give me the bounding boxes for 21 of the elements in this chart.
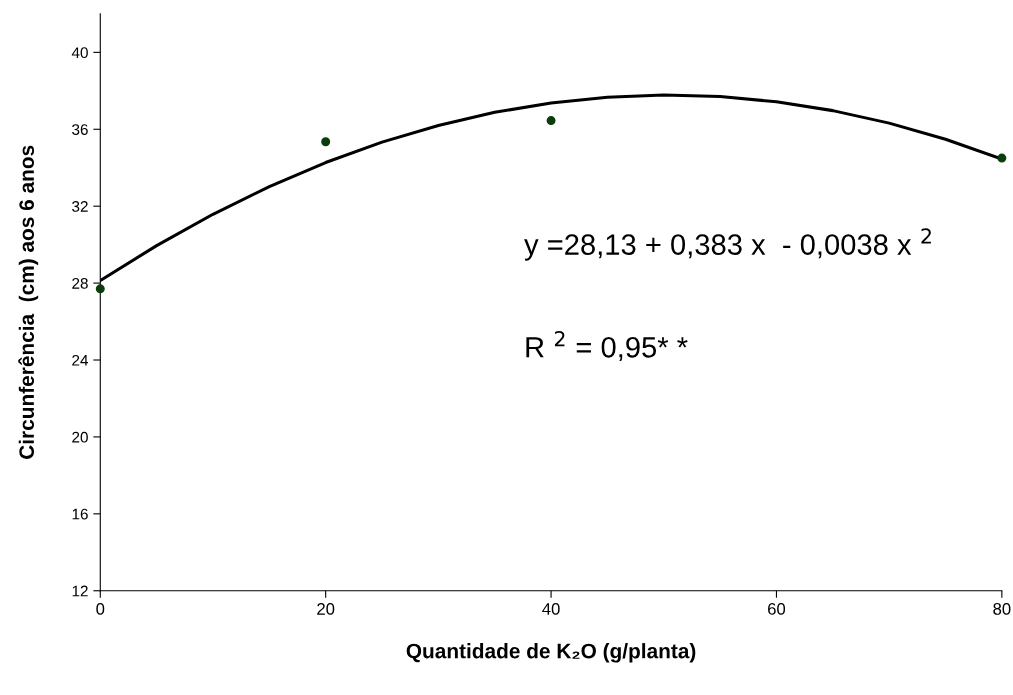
point [997, 153, 1007, 163]
y-tick-label: 24 [72, 354, 89, 366]
annotation: y =28,13 + 0,383 x - 0,0038 x $^{2}$ [524, 228, 931, 261]
point [321, 137, 331, 147]
x-tick-label: 0 [96, 603, 105, 615]
point [95, 284, 105, 294]
y-tick-label: 32 [72, 201, 88, 212]
x-axis-title: Quantidade de K₂O (g/planta) [406, 643, 696, 663]
y-axis-title: Circunferência (cm) aos 6 anos [18, 145, 39, 459]
y-tick-label: 20 [72, 431, 88, 443]
y-tick-label: 40 [71, 47, 88, 59]
x-tick-label: 40 [542, 603, 560, 615]
point [546, 116, 556, 126]
x-tick-label: 20 [317, 603, 335, 615]
y-tick-label: 36 [72, 124, 88, 135]
y-tick-label: 28 [72, 277, 88, 289]
x-tick-label: 80 [993, 603, 1011, 615]
x-tick-label: 60 [768, 603, 786, 615]
annotation: R $^{2}$ = 0,95* * [526, 331, 688, 362]
y-tick-label: 12 [72, 585, 88, 597]
y-tick-label: 16 [72, 508, 88, 520]
